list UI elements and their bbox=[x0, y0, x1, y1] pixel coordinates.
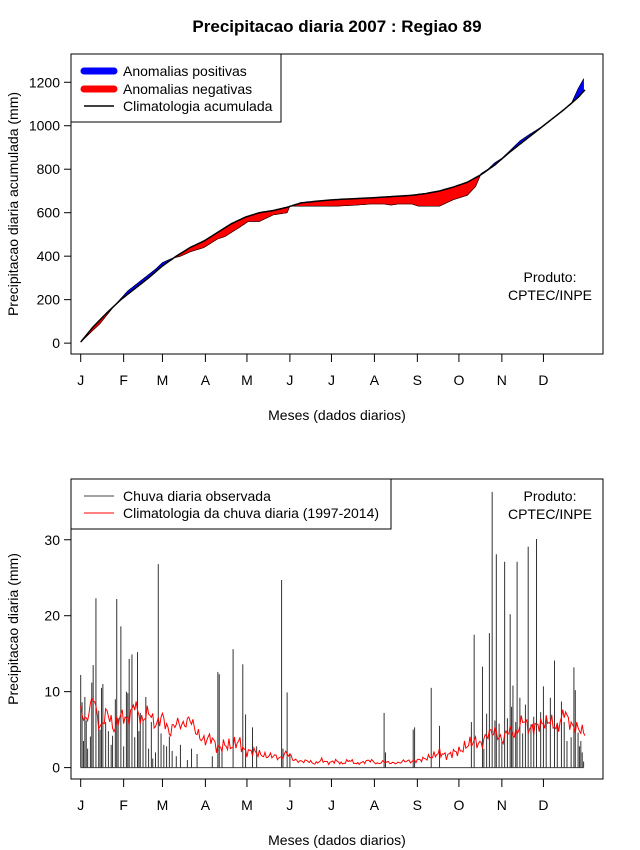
credit-top-line1: Produto: bbox=[524, 269, 577, 285]
y-tick-label: 600 bbox=[37, 205, 61, 221]
x-tick-label: S bbox=[413, 797, 422, 813]
x-tick-label: A bbox=[370, 372, 380, 388]
y-tick-label: 10 bbox=[44, 684, 60, 700]
y-tick-label: 0 bbox=[52, 760, 60, 776]
y-tick-label: 20 bbox=[44, 608, 60, 624]
x-tick-label: M bbox=[157, 797, 169, 813]
x-tick-label: F bbox=[119, 372, 128, 388]
x-tick-label: F bbox=[119, 797, 128, 813]
y-axis-bottom: 0 10 20 30 bbox=[44, 532, 71, 776]
y-tick-label: 200 bbox=[37, 292, 61, 308]
x-tick-label: J bbox=[77, 372, 84, 388]
y-tick-label: 0 bbox=[52, 335, 60, 351]
x-tick-label: N bbox=[497, 372, 507, 388]
x-tick-label: S bbox=[413, 372, 422, 388]
legend-label-climatology: Climatologia acumulada bbox=[123, 98, 273, 114]
x-tick-label: M bbox=[157, 372, 169, 388]
legend-label-observed: Chuva diaria observada bbox=[123, 488, 271, 504]
x-tick-label: J bbox=[328, 372, 335, 388]
x-axis-label-bottom: Meses (dados diarios) bbox=[268, 832, 406, 848]
climatology-daily-line bbox=[80, 696, 586, 766]
legend-box bbox=[70, 478, 392, 530]
x-tick-label: N bbox=[497, 797, 507, 813]
cumulative-chart: 0 200 400 600 800 1000 1200 J F M A M J J A S O N D Preci… bbox=[5, 53, 604, 423]
y-tick-label: 1000 bbox=[29, 118, 60, 134]
legend-label-positive: Anomalias positivas bbox=[123, 63, 247, 79]
y-tick-label: 1200 bbox=[29, 74, 60, 90]
daily-chart: 0 10 20 30 J F M A M J J A S O N D Precipitacao diaria… bbox=[5, 478, 604, 848]
x-tick-label: D bbox=[538, 797, 548, 813]
y-tick-label: 800 bbox=[37, 161, 61, 177]
x-tick-label: O bbox=[453, 797, 464, 813]
y-tick-label: 30 bbox=[44, 532, 60, 548]
x-axis-label-top: Meses (dados diarios) bbox=[268, 407, 406, 423]
x-tick-label: J bbox=[286, 372, 293, 388]
y-axis-top: 0 200 400 600 800 1000 1200 bbox=[29, 74, 71, 351]
x-tick-label: A bbox=[370, 797, 380, 813]
legend-bottom: Chuva diaria observada Climatologia da c… bbox=[70, 478, 392, 530]
x-tick-label: A bbox=[201, 372, 211, 388]
climatology-cumulative-line bbox=[80, 89, 586, 343]
x-tick-label: A bbox=[201, 797, 211, 813]
credit-bottom-line2: CPTEC/INPE bbox=[508, 506, 592, 522]
credit-top-line2: CPTEC/INPE bbox=[508, 287, 592, 303]
x-tick-label: M bbox=[241, 372, 253, 388]
chart-title: Precipitacao diaria 2007 : Regiao 89 bbox=[192, 17, 481, 36]
plot-frame-top bbox=[70, 53, 604, 355]
observed-cumulative-line bbox=[80, 78, 584, 343]
y-axis-label-top: Precipitacao diaria acumulada (mm) bbox=[5, 92, 21, 316]
x-tick-label: J bbox=[77, 797, 84, 813]
legend-top: Anomalias positivas Anomalias negativas … bbox=[70, 53, 282, 123]
legend-label-climatology: Climatologia da chuva diaria (1997-2014) bbox=[123, 505, 379, 521]
x-tick-label: J bbox=[286, 797, 293, 813]
x-tick-label: J bbox=[328, 797, 335, 813]
y-axis-label-bottom: Precipitacao diaria (mm) bbox=[5, 553, 21, 705]
x-tick-label: M bbox=[241, 797, 253, 813]
x-tick-label: D bbox=[538, 372, 548, 388]
credit-bottom-line1: Produto: bbox=[524, 488, 577, 504]
y-tick-label: 400 bbox=[37, 248, 61, 264]
x-tick-label: O bbox=[453, 372, 464, 388]
legend-label-negative: Anomalias negativas bbox=[123, 81, 252, 97]
observed-daily-bars bbox=[80, 491, 585, 769]
